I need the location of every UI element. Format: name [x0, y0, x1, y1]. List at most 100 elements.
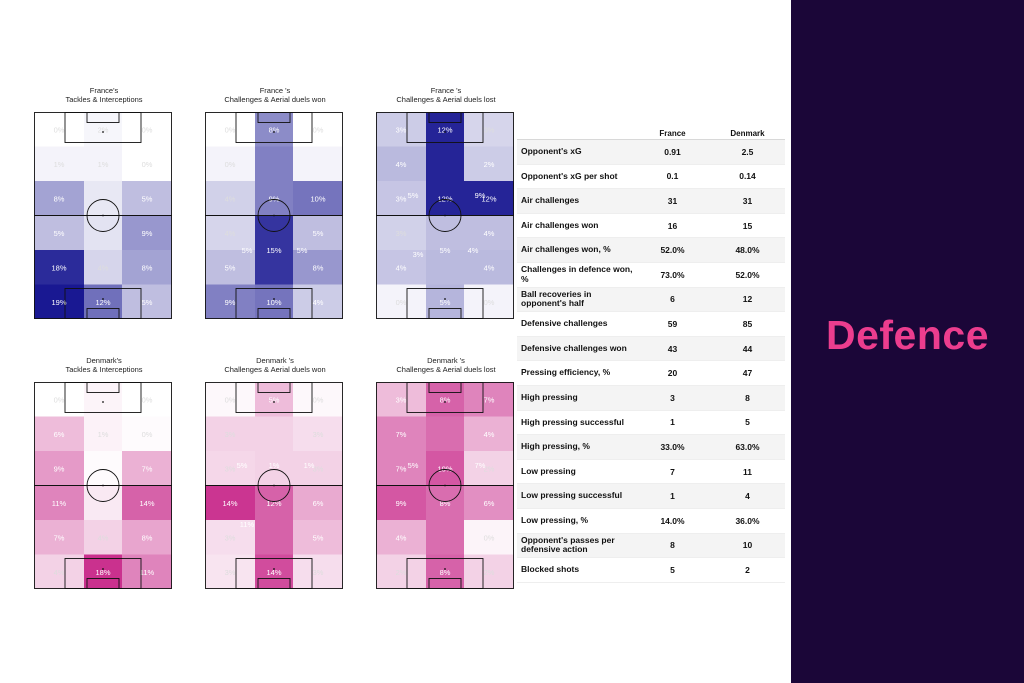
- heatmap-cell: [293, 416, 343, 451]
- stat-value-denmark: 48.0%: [710, 237, 785, 263]
- table-row: Challenges in defence won, % 73.0% 52.0%: [517, 262, 785, 288]
- pitch-spot: [273, 214, 275, 217]
- heatmap-cell-label: 0%: [396, 298, 407, 307]
- heatmap-cell-label: 10%: [266, 298, 281, 307]
- heatmap-cell-label: 12%: [481, 194, 496, 203]
- heatmap-cell: [255, 284, 293, 319]
- sidebar-panel: Defence: [791, 0, 1024, 683]
- heatmap-title: France 's Challenges & Aerial duels won: [175, 86, 375, 104]
- heatmap-cell: [255, 215, 293, 250]
- heatmap-inner-label: 5%: [237, 461, 248, 470]
- pitch-marking: [257, 308, 291, 319]
- stat-value-denmark: 36.0%: [710, 508, 785, 534]
- heatmap-title-line: France 's: [430, 86, 462, 95]
- heatmap-cell-label: 6%: [313, 499, 324, 508]
- heatmap-cell: [255, 146, 293, 181]
- stat-value-france: 16: [635, 213, 710, 239]
- heatmap-inner-label: 5%: [297, 246, 308, 255]
- heatmap-cell-label: 9%: [225, 298, 236, 307]
- heatmap-cell-label: 8%: [269, 125, 280, 134]
- heatmap-cell-label: 3%: [484, 125, 495, 134]
- heatmap-cell: [84, 554, 122, 589]
- heatmap-cell-label: 7%: [484, 395, 495, 404]
- heatmap-cell-label: 9%: [396, 499, 407, 508]
- stat-label: High pressing: [517, 385, 635, 411]
- stat-value-denmark: 2: [710, 557, 785, 583]
- heatmap-cell-label: 5%: [54, 229, 65, 238]
- heatmap-title: France 's Challenges & Aerial duels lost: [346, 86, 546, 104]
- heatmap-cell: [376, 485, 426, 520]
- stat-value-france: 0.1: [635, 164, 710, 190]
- stat-value-france: 59: [635, 311, 710, 337]
- table-row: Defensive challenges 59 85: [517, 311, 785, 337]
- table-row: Air challenges 31 31: [517, 188, 785, 214]
- stat-label: Low pressing, %: [517, 508, 635, 534]
- heatmap-cell: [464, 250, 514, 285]
- heatmap-cell: [293, 382, 343, 417]
- heatmap-cell: [205, 284, 255, 319]
- heatmap-cell: [205, 181, 255, 216]
- heatmap-cell: [205, 382, 255, 417]
- heatmap-title-line: Tackles & Interceptions: [65, 365, 143, 374]
- pitch-heatmap: 3% 12% 3%4% 2%3% 12% 12%3% 4%4% 4%0% 5% 0%5% 9%3% 5…: [376, 112, 514, 319]
- heatmap-inner-label: 1%: [304, 461, 315, 470]
- pitch-spot: [444, 214, 446, 217]
- stat-label: Air challenges won: [517, 213, 635, 239]
- pitch-heatmap: 0% 8% 0% 0% 4% 9% 10% 4% 5% 5% 8% 9% 10% 4% 5% 15% 5%: [205, 112, 343, 319]
- heatmap-cell-label: 11%: [140, 568, 155, 577]
- heatmap-cell-label: 0%: [484, 533, 495, 542]
- heatmap-cell-label: 3%: [225, 430, 236, 439]
- heatmap-cell: [122, 250, 172, 285]
- heatmap-cell: [205, 554, 255, 589]
- heatmap-cell-label: 4%: [396, 263, 407, 272]
- heatmap-cell: [426, 250, 464, 285]
- pitch-marking: [86, 112, 120, 123]
- heatmap-cell-label: 0%: [142, 430, 153, 439]
- stat-value-denmark: 2.5: [710, 139, 785, 165]
- stat-value-france: 14.0%: [635, 508, 710, 534]
- heatmap-inner-label: 15%: [266, 246, 281, 255]
- heatmap-title: Denmark's Tackles & Interceptions: [4, 356, 204, 374]
- pitch-heatmap: 3% 8% 7%7% 4%7% 10% 2%9% 8% 6%4% 0%2% 8% 2%5% 7%: [376, 382, 514, 589]
- heatmap-cell: [122, 382, 172, 417]
- heatmap-cell: [426, 284, 464, 319]
- heatmap-title-line: Challenges & Aerial duels lost: [396, 95, 496, 104]
- heatmap-title-line: France's: [89, 86, 119, 95]
- pitch-spot: [444, 131, 446, 133]
- stat-label: Pressing efficiency, %: [517, 360, 635, 386]
- heatmap-cell: [122, 554, 172, 589]
- heatmap-cell: [464, 485, 514, 520]
- pitch-marking: [86, 308, 120, 319]
- heatmap-cell: [84, 485, 122, 520]
- heatmap-cell: [376, 554, 426, 589]
- heatmap-cell-label: 2%: [484, 568, 495, 577]
- heatmap-cell: [34, 554, 84, 589]
- stat-value-france: 20: [635, 360, 710, 386]
- stat-value-france: 3: [635, 385, 710, 411]
- heatmap-cell-label: 2%: [484, 160, 495, 169]
- table-row: High pressing successful 1 5: [517, 410, 785, 436]
- heatmap-title-line: Challenges & Aerial duels won: [224, 95, 326, 104]
- heatmap-cell: [426, 112, 464, 147]
- heatmap-cell: [376, 215, 426, 250]
- heatmap-cell: [293, 181, 343, 216]
- stat-label: Defensive challenges won: [517, 336, 635, 362]
- pitch-marking: [86, 469, 120, 502]
- heatmap-cell: [122, 520, 172, 555]
- heatmap-cell: [84, 416, 122, 451]
- heatmap-cell-label: 0%: [142, 125, 153, 134]
- heatmap-title-line: Challenges & Aerial duels lost: [396, 365, 496, 374]
- heatmap-cell: [255, 250, 293, 285]
- heatmap-inner-label: 5%: [440, 246, 451, 255]
- heatmap-cell-label: 1%: [98, 430, 109, 439]
- table-row: Opponent's xG 0.91 2.5: [517, 139, 785, 165]
- heatmap-cell: [255, 112, 293, 147]
- heatmap-cell-label: 14%: [266, 568, 281, 577]
- heatmap-cell-label: 8%: [440, 499, 451, 508]
- heatmap-cell-label: 12%: [266, 499, 281, 508]
- heatmap-cell: [464, 416, 514, 451]
- pitch-marking: [428, 469, 462, 502]
- table-row: Air challenges won 16 15: [517, 213, 785, 239]
- heatmap-cell: [464, 554, 514, 589]
- heatmap-cell: [376, 181, 426, 216]
